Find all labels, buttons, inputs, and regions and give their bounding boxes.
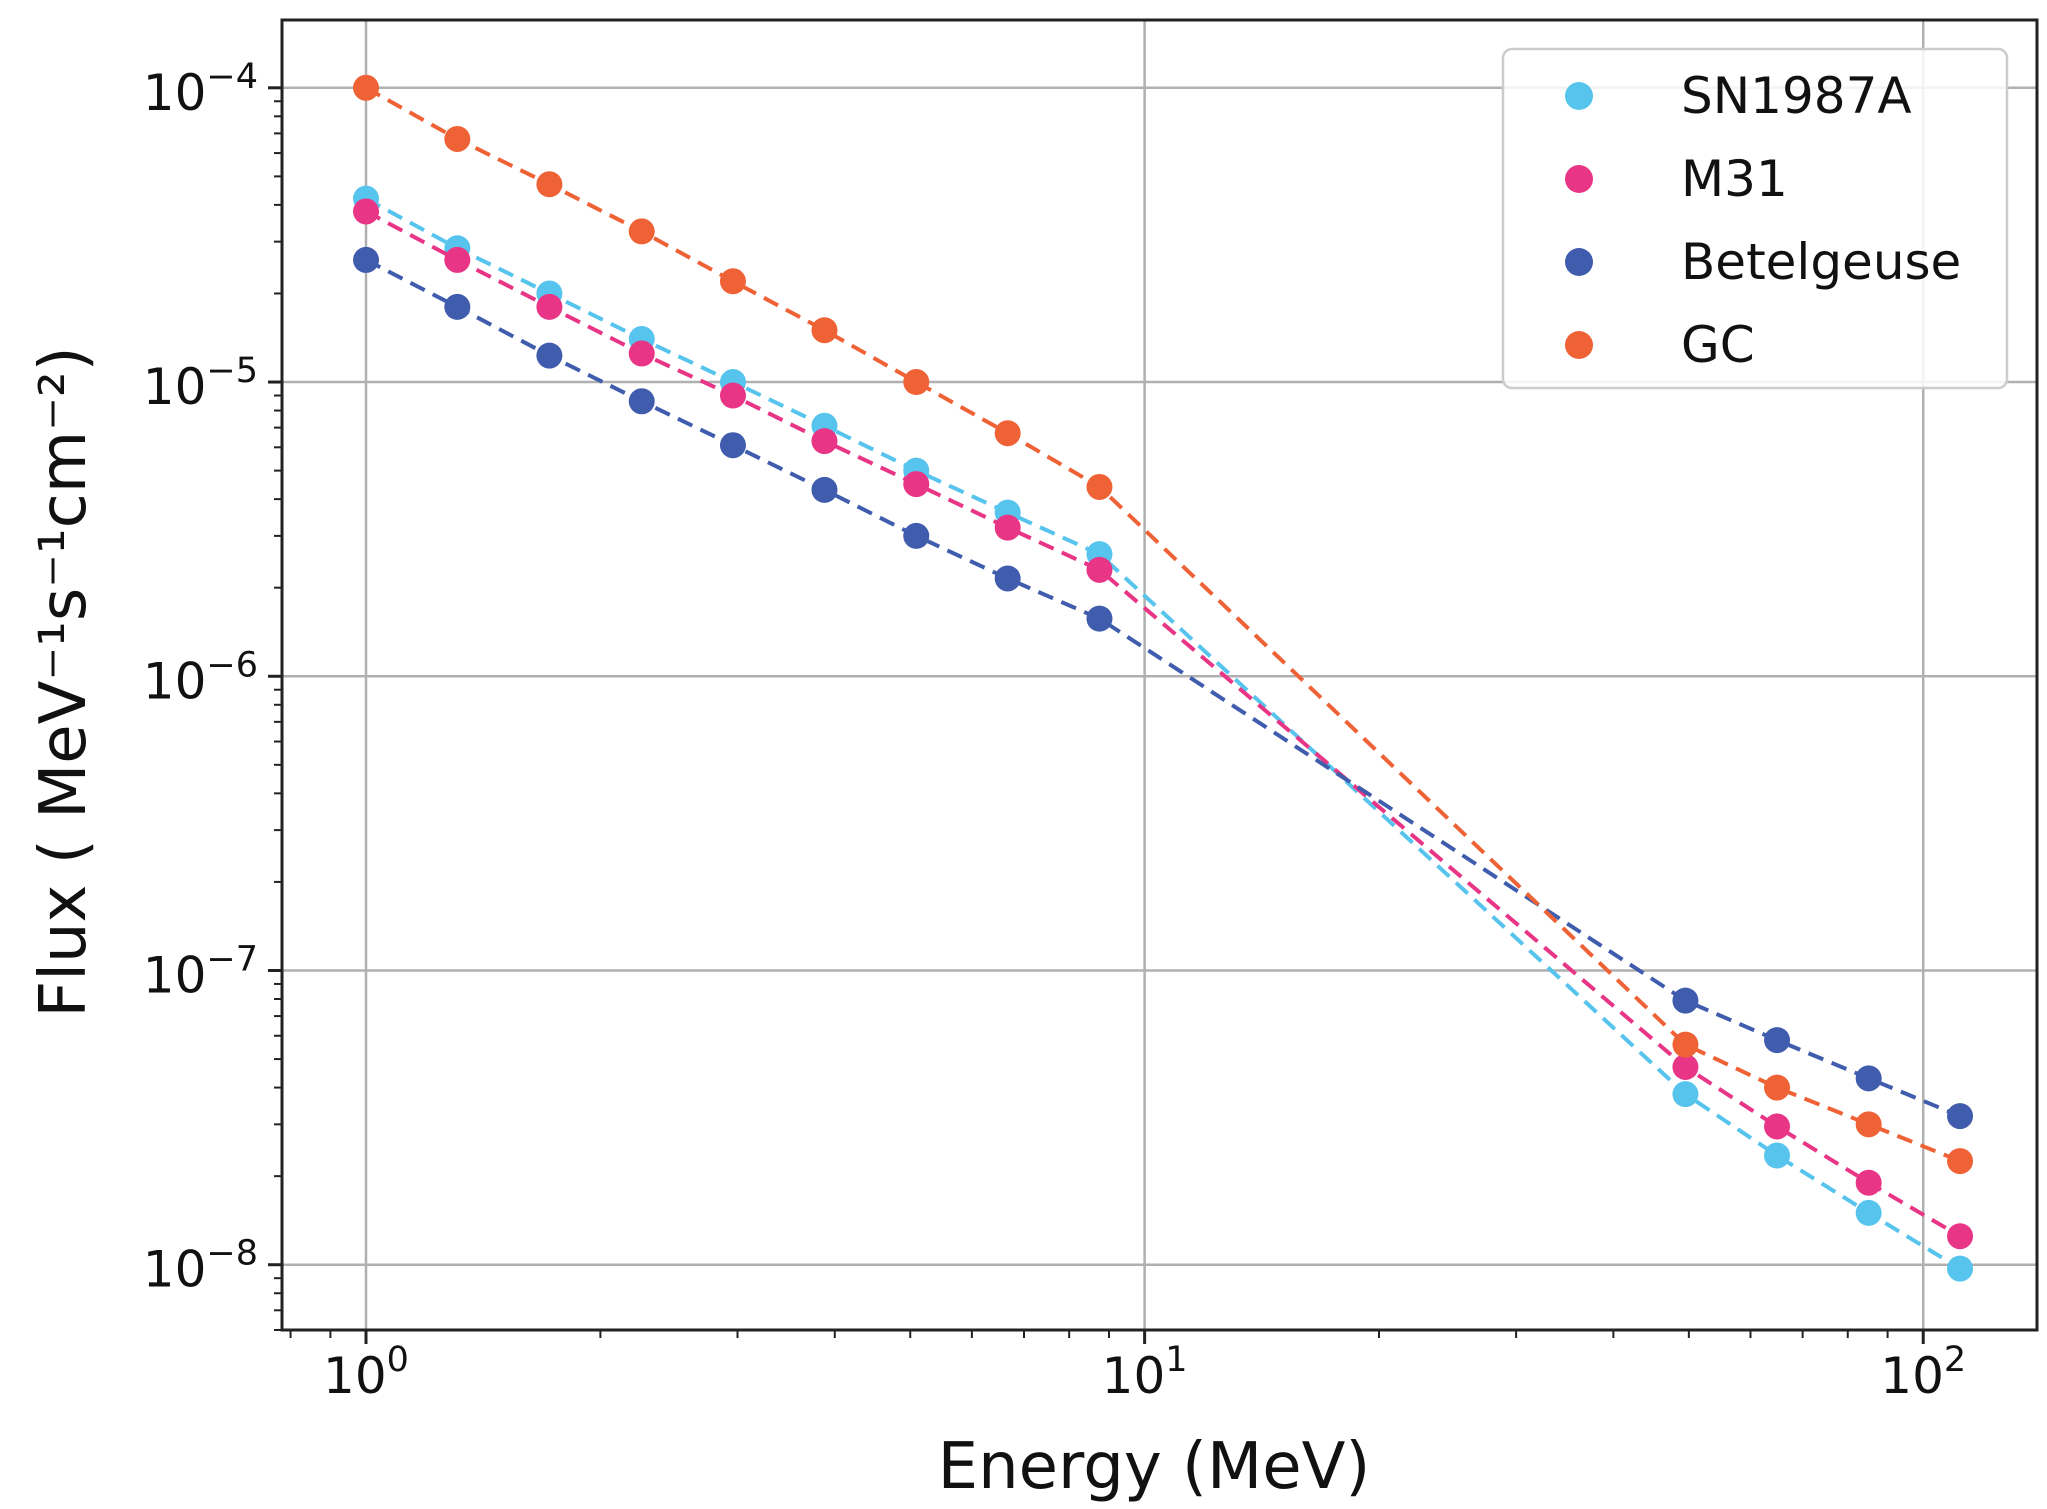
y-tick-label: 10−8	[143, 1234, 258, 1299]
data-point	[719, 268, 746, 295]
series-group	[353, 74, 1974, 1282]
data-point	[444, 246, 471, 273]
legend-entries: SN1987A M31 Betelgeuse GC	[1565, 67, 1961, 374]
data-point	[1855, 1169, 1882, 1196]
data-point	[353, 246, 380, 273]
data-point	[1672, 1053, 1699, 1080]
data-point	[719, 432, 746, 459]
data-point	[1672, 1081, 1699, 1108]
data-point	[994, 420, 1021, 447]
legend-box	[1501, 47, 2009, 390]
x-tick-label: 100	[323, 1340, 409, 1405]
data-point	[903, 369, 930, 396]
data-point	[628, 218, 655, 245]
series-gc	[353, 74, 1974, 1175]
data-point	[536, 293, 563, 320]
y-axis-title: Flux ( MeV⁻¹s⁻¹cm⁻²)	[27, 346, 101, 1017]
legend-label: SN1987A	[1681, 67, 1912, 125]
series-m31	[353, 198, 1974, 1250]
data-point	[1947, 1255, 1974, 1282]
y-tick-label: 10−5	[143, 351, 258, 416]
legend-marker	[1565, 331, 1593, 359]
data-point	[536, 171, 563, 198]
data-point	[1947, 1103, 1974, 1130]
data-point	[1764, 1027, 1791, 1054]
data-point	[1947, 1223, 1974, 1250]
data-point	[1947, 1148, 1974, 1175]
data-point	[1086, 473, 1113, 500]
data-point	[444, 125, 471, 152]
x-axis-title: Energy (MeV)	[938, 1430, 1371, 1504]
data-point	[353, 198, 380, 225]
series-betelgeuse	[353, 246, 1974, 1130]
y-tick-label: 10−7	[143, 939, 258, 1004]
data-point	[811, 476, 838, 503]
y-tick-label: 10−6	[143, 645, 258, 710]
data-point	[1855, 1111, 1882, 1138]
data-point	[1086, 556, 1113, 583]
data-point	[719, 382, 746, 409]
data-point	[811, 317, 838, 344]
data-point	[811, 428, 838, 455]
data-point	[628, 388, 655, 415]
data-point	[1672, 987, 1699, 1014]
data-point	[994, 514, 1021, 541]
legend-marker	[1565, 165, 1593, 193]
legend-marker	[1565, 82, 1593, 110]
data-point	[353, 74, 380, 101]
data-point	[444, 293, 471, 320]
data-point	[903, 471, 930, 498]
data-point	[1764, 1074, 1791, 1101]
data-point	[1764, 1113, 1791, 1140]
data-point	[1086, 605, 1113, 632]
legend-label: GC	[1681, 316, 1755, 374]
x-tick-label: 101	[1102, 1340, 1188, 1405]
data-point	[628, 340, 655, 367]
data-point	[536, 342, 563, 369]
data-point	[1764, 1142, 1791, 1169]
x-tick-label: 102	[1880, 1340, 1966, 1405]
data-point	[1672, 1031, 1699, 1058]
legend: SN1987A M31 Betelgeuse GC	[1501, 47, 2009, 390]
data-point	[903, 522, 930, 549]
axis-ticks: 100 101 102 10−4 10−5 10−6 10−7 10−8	[143, 57, 1966, 1405]
data-point	[1855, 1065, 1882, 1092]
y-tick-label: 10−4	[143, 57, 258, 122]
legend-label: M31	[1681, 150, 1788, 208]
data-point	[994, 565, 1021, 592]
legend-label: Betelgeuse	[1681, 233, 1961, 291]
legend-marker	[1565, 248, 1593, 276]
data-point	[1855, 1199, 1882, 1226]
